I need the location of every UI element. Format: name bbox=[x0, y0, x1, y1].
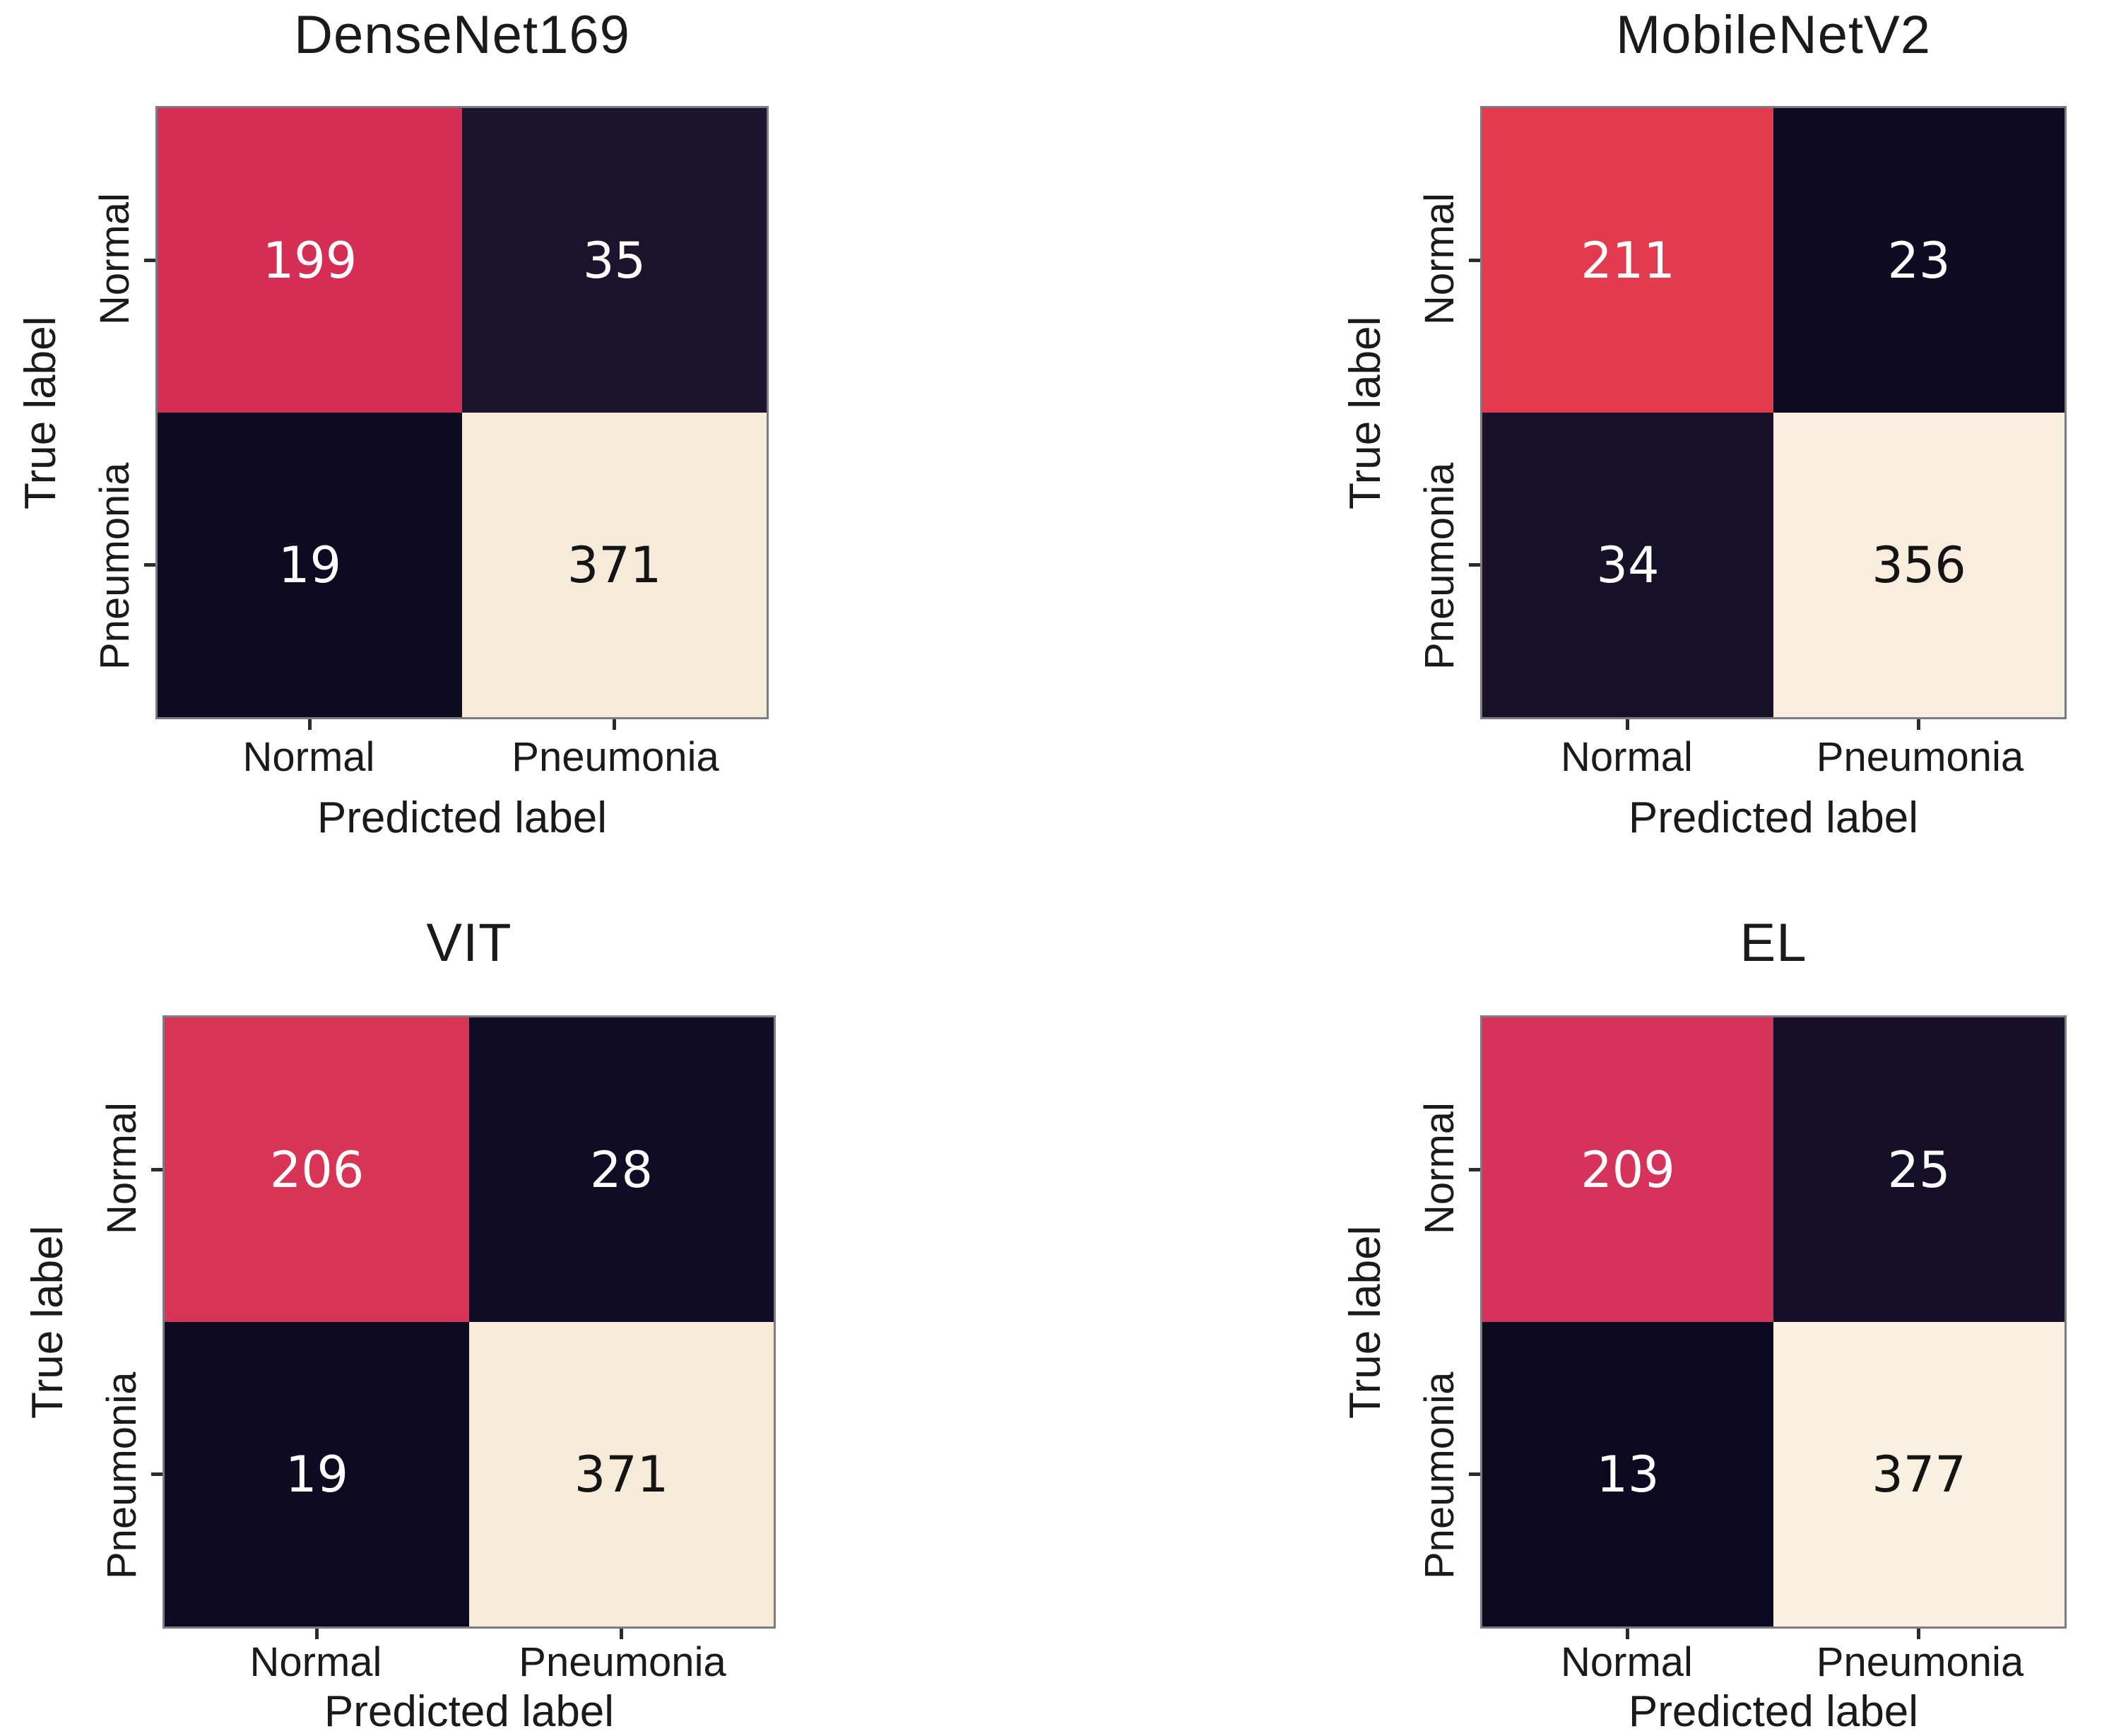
axis-tick bbox=[314, 1629, 319, 1639]
confusion-matrix: 206 28 19 371 bbox=[151, 1015, 776, 1639]
cell-true-normal-pred-normal: 199 bbox=[158, 108, 462, 413]
y-tick-label-pneumonia: Pneumonia bbox=[92, 462, 138, 670]
x-axis-label: Predicted label bbox=[324, 1687, 615, 1736]
axis-tick bbox=[1469, 258, 1480, 262]
x-axis-label: Predicted label bbox=[317, 793, 608, 842]
cell-true-normal-pred-normal: 211 bbox=[1482, 108, 1773, 413]
axis-tick bbox=[1469, 1472, 1480, 1476]
cell-true-normal-pred-pneumonia: 23 bbox=[1773, 108, 2064, 413]
confusion-matrix: 209 25 13 377 bbox=[1469, 1015, 2067, 1639]
y-axis-label: True label bbox=[23, 1225, 72, 1419]
x-tick-label-normal: Normal bbox=[242, 734, 375, 781]
x-axis-label: Predicted label bbox=[1628, 793, 1919, 842]
axis-tick bbox=[144, 258, 155, 262]
y-axis-label: True label bbox=[1341, 1225, 1390, 1419]
confusion-matrix: 211 23 34 356 bbox=[1469, 106, 2067, 730]
y-tick-labels: Normal Pneumonia bbox=[1399, 1015, 1480, 1629]
subplot-title: DenseNet169 bbox=[294, 5, 630, 65]
axis-tick bbox=[144, 562, 155, 567]
y-tick-labels: Normal Pneumonia bbox=[74, 106, 155, 719]
x-tick-label-normal: Normal bbox=[1561, 734, 1693, 781]
axis-tick bbox=[1469, 562, 1480, 567]
subplot-title: EL bbox=[1739, 913, 1807, 973]
y-axis-label: True label bbox=[16, 316, 65, 509]
axis-tick bbox=[1917, 719, 1920, 730]
subplot-mobilenetv2: MobileNetV2 True label Normal Pneumonia … bbox=[1332, 0, 2067, 841]
cell-true-pneumonia-pred-pneumonia: 371 bbox=[469, 1322, 774, 1626]
cell-true-pneumonia-pred-normal: 13 bbox=[1482, 1322, 1773, 1626]
subplot-densenet169: DenseNet169 True label Normal Pneumonia … bbox=[7, 0, 769, 841]
axis-tick bbox=[1626, 719, 1629, 730]
axis-tick bbox=[1469, 1167, 1480, 1171]
subplot-el: EL True label Normal Pneumonia 209 25 13… bbox=[1332, 908, 2067, 1735]
x-tick-label-normal: Normal bbox=[1561, 1639, 1693, 1686]
axis-tick bbox=[1917, 1629, 1920, 1639]
x-tick-label-pneumonia: Pneumonia bbox=[1816, 734, 2024, 781]
x-tick-label-pneumonia: Pneumonia bbox=[1816, 1639, 2024, 1686]
axis-tick bbox=[151, 1472, 163, 1476]
y-tick-label-normal: Normal bbox=[1417, 1102, 1463, 1235]
cell-true-normal-pred-pneumonia: 25 bbox=[1773, 1017, 2064, 1322]
x-tick-label-pneumonia: Pneumonia bbox=[519, 1639, 726, 1686]
cell-true-pneumonia-pred-pneumonia: 377 bbox=[1773, 1322, 2064, 1626]
cell-true-normal-pred-normal: 206 bbox=[165, 1017, 469, 1322]
y-tick-label-normal: Normal bbox=[92, 193, 138, 326]
cell-true-pneumonia-pred-pneumonia: 356 bbox=[1773, 413, 2064, 717]
y-tick-label-normal: Normal bbox=[1417, 193, 1463, 326]
y-tick-label-pneumonia: Pneumonia bbox=[99, 1371, 145, 1579]
x-tick-labels: Normal Pneumonia bbox=[1480, 719, 2067, 780]
x-tick-label-pneumonia: Pneumonia bbox=[512, 734, 719, 781]
x-tick-labels: Normal Pneumonia bbox=[155, 719, 769, 780]
y-tick-label-pneumonia: Pneumonia bbox=[1417, 462, 1463, 670]
subplot-vit: VIT True label Normal Pneumonia 206 28 1… bbox=[14, 908, 776, 1735]
y-axis-label: True label bbox=[1341, 316, 1390, 509]
x-axis-label: Predicted label bbox=[1628, 1687, 1919, 1736]
cell-true-normal-pred-pneumonia: 35 bbox=[462, 108, 767, 413]
cell-true-pneumonia-pred-pneumonia: 371 bbox=[462, 413, 767, 717]
axis-tick bbox=[612, 719, 616, 730]
x-tick-labels: Normal Pneumonia bbox=[1480, 1629, 2067, 1685]
x-tick-labels: Normal Pneumonia bbox=[163, 1629, 776, 1685]
axis-tick bbox=[151, 1167, 163, 1171]
cell-true-normal-pred-normal: 209 bbox=[1482, 1017, 1773, 1322]
y-tick-labels: Normal Pneumonia bbox=[1399, 106, 1480, 719]
cell-true-normal-pred-pneumonia: 28 bbox=[469, 1017, 774, 1322]
cell-true-pneumonia-pred-normal: 19 bbox=[158, 413, 462, 717]
axis-tick bbox=[307, 719, 312, 730]
y-tick-label-normal: Normal bbox=[99, 1102, 145, 1235]
subplot-title: VIT bbox=[426, 913, 512, 973]
x-tick-label-normal: Normal bbox=[249, 1639, 382, 1686]
axis-tick bbox=[619, 1629, 623, 1639]
y-tick-labels: Normal Pneumonia bbox=[81, 1015, 163, 1629]
y-tick-label-pneumonia: Pneumonia bbox=[1417, 1371, 1463, 1579]
axis-tick bbox=[1626, 1629, 1629, 1639]
subplot-title: MobileNetV2 bbox=[1615, 5, 1932, 65]
cell-true-pneumonia-pred-normal: 19 bbox=[165, 1322, 469, 1626]
cell-true-pneumonia-pred-normal: 34 bbox=[1482, 413, 1773, 717]
confusion-matrix: 199 35 19 371 bbox=[144, 106, 769, 730]
